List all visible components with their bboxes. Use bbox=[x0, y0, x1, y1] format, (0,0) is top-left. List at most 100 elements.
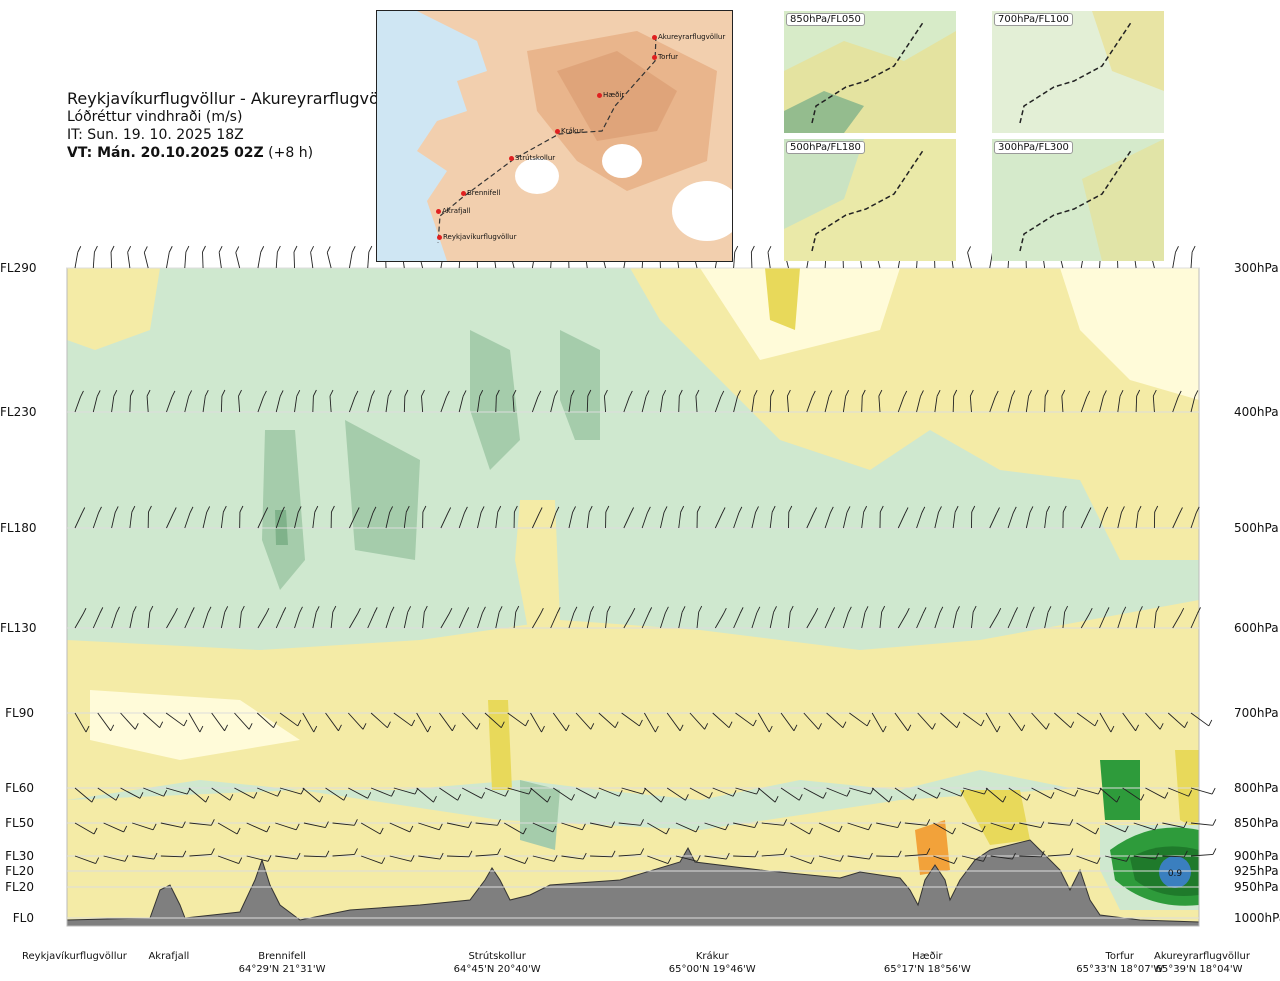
mini-map-700: 700hPa/FL100 bbox=[992, 11, 1164, 133]
wind-barb bbox=[861, 505, 868, 529]
wind-barb bbox=[367, 506, 377, 529]
wind-barb bbox=[440, 507, 452, 529]
hpa-tick-label: 600hPa bbox=[1234, 621, 1279, 635]
wind-barb bbox=[678, 389, 683, 413]
wind-barb bbox=[806, 390, 816, 413]
wind-barb bbox=[160, 850, 187, 858]
wind-barb bbox=[621, 712, 643, 727]
map-waypoint-marker bbox=[509, 156, 514, 161]
wind-barb bbox=[370, 712, 391, 729]
wind-barb bbox=[349, 507, 360, 529]
wind-barb bbox=[1008, 712, 1026, 732]
wind-barb bbox=[733, 245, 739, 269]
wind-barb bbox=[330, 505, 335, 529]
mini-map-850: 850hPa/FL050 bbox=[784, 11, 956, 133]
wind-barb bbox=[1047, 848, 1074, 857]
wind-barb bbox=[239, 505, 244, 529]
wind-barb bbox=[330, 605, 337, 629]
wind-barb bbox=[1076, 822, 1099, 835]
wind-barb bbox=[962, 712, 985, 727]
hpa-tick-label: 950hPa bbox=[1234, 880, 1279, 894]
wind-barb bbox=[894, 712, 912, 732]
wind-barb bbox=[1025, 506, 1034, 529]
wind-barb bbox=[385, 506, 394, 529]
wind-barb bbox=[312, 505, 319, 529]
wind-barb bbox=[166, 246, 173, 269]
wind-barb bbox=[1062, 505, 1067, 529]
wind-barb bbox=[780, 787, 803, 801]
wind-barb bbox=[678, 606, 686, 629]
wind-barb bbox=[641, 506, 651, 529]
wind-barb bbox=[1167, 712, 1188, 729]
wind-barb bbox=[561, 822, 586, 831]
wind-barb bbox=[246, 855, 272, 862]
wind-barb bbox=[103, 822, 128, 833]
wind-barb bbox=[310, 245, 315, 269]
map-waypoint: Brennifell bbox=[467, 189, 501, 197]
wind-barb bbox=[440, 607, 453, 629]
wind-barb bbox=[184, 245, 190, 269]
wind-barb bbox=[550, 607, 561, 629]
max-value-label: 0.9 bbox=[1168, 869, 1183, 879]
wind-barb bbox=[256, 712, 277, 729]
wind-barb bbox=[790, 855, 815, 864]
fl-tick-label: FL20 bbox=[5, 864, 34, 878]
wind-barb bbox=[302, 787, 324, 803]
wind-barb bbox=[160, 821, 186, 829]
wind-barb bbox=[916, 607, 927, 629]
wind-barb bbox=[1031, 712, 1050, 730]
wind-barb bbox=[92, 245, 98, 269]
wind-barb bbox=[769, 505, 776, 529]
wind-barb bbox=[1105, 855, 1130, 862]
wind-barb bbox=[531, 390, 542, 413]
wind-barb bbox=[275, 390, 284, 413]
wind-barb bbox=[1162, 821, 1188, 829]
wind-barb bbox=[1172, 246, 1179, 269]
wind-barb bbox=[143, 712, 164, 729]
wind-barb bbox=[418, 822, 443, 831]
wind-barb bbox=[530, 787, 551, 803]
wind-barb bbox=[389, 855, 415, 862]
wind-barb bbox=[786, 389, 791, 413]
hpa-tick-label: 900hPa bbox=[1234, 849, 1279, 863]
wind-barb bbox=[757, 787, 779, 803]
wind-barb bbox=[733, 607, 744, 629]
wind-barb bbox=[370, 787, 395, 797]
route-map-graphic bbox=[377, 11, 732, 261]
wind-barb bbox=[695, 389, 700, 413]
wind-barb bbox=[641, 607, 653, 629]
valid-time: VT: Mán. 20.10.2025 02Z (+8 h) bbox=[67, 144, 404, 162]
wind-barb bbox=[132, 852, 158, 860]
wind-barb bbox=[879, 605, 886, 629]
wind-barb bbox=[92, 390, 101, 413]
wind-barb bbox=[348, 787, 372, 799]
wind-barb bbox=[147, 605, 154, 629]
wind-barb bbox=[1099, 390, 1107, 413]
wind-barb bbox=[416, 787, 437, 803]
wind-barb bbox=[603, 389, 608, 413]
hpa-tick-label: 500hPa bbox=[1234, 521, 1279, 535]
wind-barb bbox=[458, 506, 468, 529]
wind-barb bbox=[824, 607, 836, 629]
wind-barb bbox=[202, 606, 212, 629]
wind-barb bbox=[1145, 712, 1164, 730]
wind-barb bbox=[818, 822, 843, 833]
fl-tick-label: FL290 bbox=[0, 261, 37, 275]
wind-barb bbox=[696, 505, 701, 529]
wind-barb bbox=[1076, 712, 1099, 727]
wind-barb bbox=[512, 389, 517, 413]
wind-barb bbox=[475, 819, 501, 826]
wind-barb bbox=[294, 606, 303, 629]
wind-barb bbox=[1099, 506, 1109, 529]
wind-barb bbox=[1025, 389, 1032, 413]
wind-barb bbox=[806, 507, 817, 529]
wind-barb bbox=[531, 607, 544, 629]
valid-time-offset: (+8 h) bbox=[268, 145, 314, 161]
wind-barb bbox=[1117, 389, 1124, 413]
wind-barb bbox=[1104, 822, 1129, 833]
wind-barb bbox=[917, 787, 941, 799]
route-point-name: Strútskollur bbox=[468, 951, 526, 962]
wind-barb bbox=[325, 787, 348, 801]
wind-barb bbox=[1135, 606, 1143, 629]
